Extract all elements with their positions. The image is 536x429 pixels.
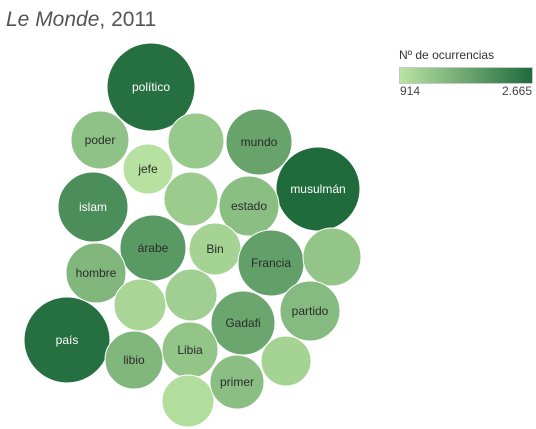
bubble-poder[interactable]: [70, 110, 130, 170]
bubble-label-partido: partido: [292, 304, 329, 318]
legend-title: Nº de ocurrencias: [399, 48, 495, 62]
bubble-label-islam: islam: [79, 200, 107, 214]
bubble-label-arabe: árabe: [138, 241, 169, 255]
bubble-label-musulman: musulmán: [290, 182, 345, 196]
bubble-label-mundo: mundo: [241, 135, 278, 149]
bubble-islam[interactable]: [57, 171, 129, 243]
bubble-jefe[interactable]: [122, 143, 174, 195]
legend-max-label: 2.665: [501, 84, 532, 98]
bubble-musulman[interactable]: [275, 146, 361, 232]
legend-min-label: 914: [400, 84, 421, 98]
bubble-label-estado: estado: [231, 199, 267, 213]
color-legend: Nº de ocurrencias 914 2.665: [399, 48, 533, 98]
bubble-bubble-14[interactable]: [113, 278, 167, 332]
bubble-estado[interactable]: [218, 175, 280, 237]
bubble-label-primer: primer: [220, 375, 254, 389]
bubble-gadafi[interactable]: [210, 290, 276, 356]
legend-color-ramp: [399, 67, 533, 84]
bubble-label-bin: Bin: [206, 242, 223, 256]
bubble-bubble-12[interactable]: [302, 227, 362, 287]
bubble-politico[interactable]: [106, 42, 196, 132]
bubble-bubble-23[interactable]: [260, 335, 312, 387]
bubble-bubble-7[interactable]: [163, 171, 219, 227]
bubble-label-poder: poder: [85, 133, 116, 147]
bubble-pais[interactable]: [23, 296, 111, 384]
bubble-label-jefe: jefe: [137, 162, 158, 176]
bubble-label-gadafi: Gadafi: [225, 316, 260, 330]
bubble-hombre[interactable]: [65, 242, 127, 304]
bubble-label-pais: país: [56, 333, 79, 347]
chart-title-publication: Le Monde: [6, 8, 100, 31]
bubble-bubble-15[interactable]: [164, 268, 218, 322]
bubble-primer[interactable]: [209, 354, 265, 410]
bubble-libio[interactable]: [104, 330, 164, 390]
bubble-label-libia: Libia: [177, 343, 203, 357]
bubble-bubble-21[interactable]: [161, 374, 215, 428]
bubble-partido[interactable]: [279, 280, 341, 342]
bubble-label-politico: político: [132, 80, 170, 94]
bubble-label-hombre: hombre: [76, 266, 117, 280]
chart-title-year: , 2011: [99, 8, 157, 31]
bubble-arabe[interactable]: [119, 214, 187, 282]
bubble-label-francia: Francia: [251, 256, 291, 270]
bubble-bubble-2[interactable]: [167, 112, 225, 170]
bubble-label-libio: libio: [123, 353, 145, 367]
bubble-mundo[interactable]: [225, 108, 293, 176]
chart-title: Le Monde, 2011: [6, 8, 156, 32]
